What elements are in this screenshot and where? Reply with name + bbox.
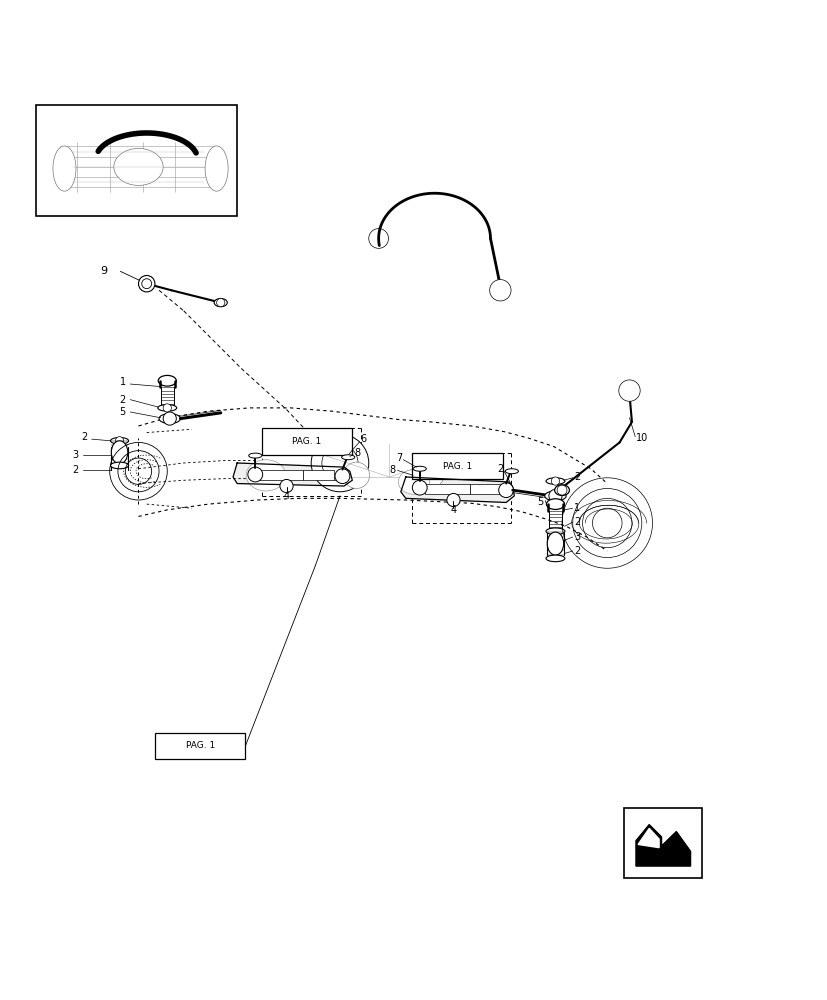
- Circle shape: [115, 437, 123, 445]
- Bar: [424, 484, 470, 494]
- Ellipse shape: [504, 469, 518, 474]
- Circle shape: [368, 229, 388, 248]
- Text: 3: 3: [73, 450, 79, 460]
- Text: 2: 2: [574, 546, 580, 556]
- Ellipse shape: [413, 466, 426, 471]
- Polygon shape: [635, 825, 690, 866]
- Circle shape: [447, 493, 460, 507]
- Ellipse shape: [110, 437, 128, 444]
- Bar: [36, 105, 237, 216]
- Ellipse shape: [490, 285, 509, 295]
- Bar: [261, 428, 352, 455]
- Bar: [155, 733, 245, 759]
- Ellipse shape: [369, 234, 387, 243]
- Ellipse shape: [214, 299, 227, 307]
- Ellipse shape: [248, 453, 261, 458]
- Text: 3: 3: [574, 532, 580, 542]
- Text: 8: 8: [353, 448, 360, 458]
- Ellipse shape: [110, 462, 128, 469]
- Circle shape: [217, 299, 225, 307]
- Polygon shape: [232, 463, 352, 486]
- Ellipse shape: [111, 441, 127, 464]
- Circle shape: [252, 462, 279, 488]
- Text: 2: 2: [574, 517, 580, 527]
- Ellipse shape: [205, 146, 228, 191]
- Ellipse shape: [113, 148, 163, 185]
- Text: PAG. 1: PAG. 1: [292, 437, 322, 446]
- Circle shape: [372, 233, 384, 244]
- Circle shape: [551, 477, 559, 485]
- Text: 8: 8: [389, 465, 395, 475]
- Ellipse shape: [545, 478, 564, 484]
- Ellipse shape: [158, 375, 176, 386]
- Text: 1: 1: [574, 503, 580, 513]
- Text: 5: 5: [119, 407, 126, 417]
- Circle shape: [280, 479, 293, 493]
- Text: 7: 7: [395, 453, 402, 463]
- Text: 6: 6: [360, 434, 366, 444]
- Text: 2: 2: [496, 464, 503, 474]
- Circle shape: [417, 462, 443, 488]
- Ellipse shape: [53, 146, 76, 191]
- Text: 4: 4: [283, 491, 289, 501]
- Circle shape: [163, 404, 171, 412]
- Ellipse shape: [246, 460, 285, 491]
- Circle shape: [322, 445, 357, 481]
- Bar: [257, 470, 303, 480]
- Circle shape: [412, 480, 427, 495]
- Bar: [412, 453, 502, 479]
- Polygon shape: [400, 477, 514, 502]
- Circle shape: [247, 467, 262, 482]
- Bar: [470, 484, 500, 494]
- Ellipse shape: [544, 491, 566, 501]
- Circle shape: [335, 469, 350, 484]
- Text: 2: 2: [574, 472, 580, 482]
- Circle shape: [138, 275, 155, 292]
- Text: PAG. 1: PAG. 1: [185, 741, 214, 750]
- Ellipse shape: [546, 499, 564, 509]
- Circle shape: [623, 385, 634, 396]
- Text: 4: 4: [450, 505, 456, 515]
- Ellipse shape: [545, 555, 564, 562]
- Circle shape: [343, 462, 369, 488]
- Circle shape: [618, 380, 639, 401]
- Ellipse shape: [398, 470, 429, 494]
- Circle shape: [494, 285, 505, 296]
- Ellipse shape: [620, 385, 637, 396]
- Bar: [623, 808, 701, 878]
- Ellipse shape: [159, 414, 180, 424]
- Text: 5: 5: [536, 497, 543, 507]
- Circle shape: [141, 279, 151, 289]
- Ellipse shape: [545, 528, 564, 535]
- Text: 1: 1: [119, 377, 126, 387]
- Circle shape: [557, 485, 566, 495]
- Circle shape: [163, 412, 176, 425]
- Text: 2: 2: [119, 395, 126, 405]
- Text: PAG. 1: PAG. 1: [442, 462, 471, 471]
- Text: 9: 9: [100, 266, 107, 276]
- Circle shape: [489, 280, 510, 301]
- Text: 2: 2: [73, 465, 79, 475]
- Ellipse shape: [547, 532, 563, 555]
- Text: 2: 2: [81, 432, 87, 442]
- Ellipse shape: [158, 405, 176, 411]
- Circle shape: [548, 489, 562, 502]
- Circle shape: [311, 434, 368, 492]
- Ellipse shape: [554, 485, 569, 495]
- Bar: [303, 470, 334, 480]
- Circle shape: [498, 483, 513, 498]
- Ellipse shape: [342, 455, 354, 460]
- Text: 10: 10: [635, 433, 648, 443]
- Polygon shape: [638, 828, 658, 848]
